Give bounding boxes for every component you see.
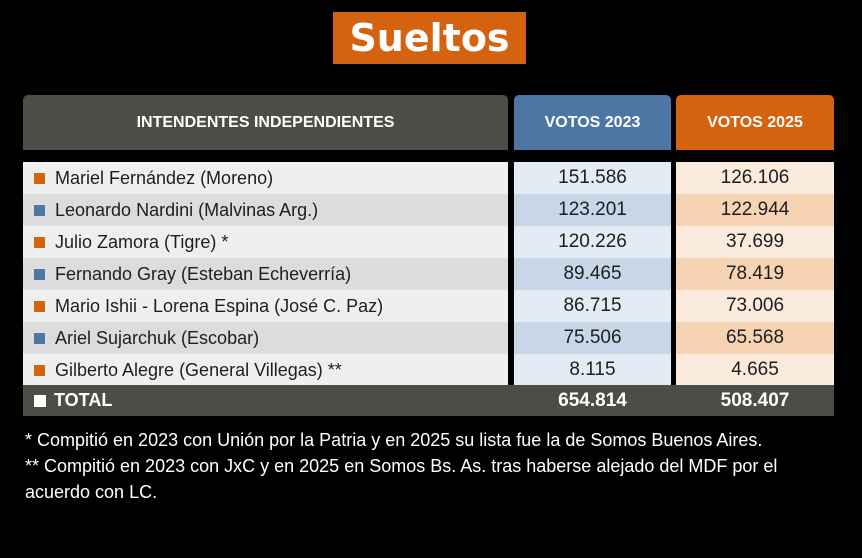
header-votos-2025: VOTOS 2025 [676,95,834,150]
row-name: Leonardo Nardini (Malvinas Arg.) [55,199,319,220]
table-row: Leonardo Nardini (Malvinas Arg.) 123.201 1… [23,194,834,226]
row-votos-2025: 37.699 [676,226,834,258]
total-votos-2023: 654.814 [558,389,627,411]
header-intendentes: INTENDENTES INDEPENDIENTES [23,95,508,150]
header-votos-2023: VOTOS 2023 [514,95,671,150]
row-marker-icon [34,268,45,280]
total-row: TOTAL 654.814 508.407 [23,385,834,416]
row-name: Fernando Gray (Esteban Echeverría) [55,263,352,284]
row-votos-2023: 123.201 [514,194,671,226]
table-row: Gilberto Alegre (General Villegas) ** 8.1… [23,354,834,386]
row-marker-icon [34,236,45,248]
row-name-cell: Gilberto Alegre (General Villegas) ** [23,354,508,386]
row-votos-2023: 89.465 [514,258,671,290]
row-name: Ariel Sujarchuk (Escobar) [55,327,260,348]
row-votos-2025: 122.944 [676,194,834,226]
row-votos-2023: 75.506 [514,322,671,354]
row-name-cell: Leonardo Nardini (Malvinas Arg.) [23,194,508,226]
total-label: TOTAL [54,390,113,410]
table-row: Julio Zamora (Tigre) * 120.226 37.699 [23,226,834,258]
total-label-cell: TOTAL [23,385,508,416]
row-marker-icon [34,364,45,376]
row-name-cell: Mario Ishii - Lorena Espina (José C. Paz… [23,290,508,322]
table-row: Mariel Fernández (Moreno) 151.586 126.106 [23,162,834,194]
row-votos-2025: 4.665 [676,354,834,386]
total-square-icon [34,394,46,407]
table-row: Fernando Gray (Esteban Echeverría) 89.465… [23,258,834,290]
row-votos-2025: 126.106 [676,162,834,194]
page-title: Sueltos [333,12,526,64]
row-name-cell: Ariel Sujarchuk (Escobar) [23,322,508,354]
row-name: Mario Ishii - Lorena Espina (José C. Paz… [55,295,384,316]
row-votos-2025: 78.419 [676,258,834,290]
row-name-cell: Fernando Gray (Esteban Echeverría) [23,258,508,290]
row-name: Mariel Fernández (Moreno) [55,167,274,188]
footnote-1: * Compitió en 2023 con Unión por la Patr… [25,430,763,450]
table-row: Mario Ishii - Lorena Espina (José C. Paz… [23,290,834,322]
row-name: Gilberto Alegre (General Villegas) ** [55,359,342,380]
footnote-2: ** Compitió en 2023 con JxC y en 2025 en… [25,456,778,502]
table-row: Ariel Sujarchuk (Escobar) 75.506 65.568 [23,322,834,354]
row-votos-2025: 65.568 [676,322,834,354]
row-name: Julio Zamora (Tigre) * [55,231,229,252]
footnotes: * Compitió en 2023 con Unión por la Patr… [25,427,840,505]
row-marker-icon [34,332,45,344]
row-name-cell: Mariel Fernández (Moreno) [23,162,508,194]
row-marker-icon [34,300,45,312]
row-votos-2023: 120.226 [514,226,671,258]
row-votos-2023: 86.715 [514,290,671,322]
row-votos-2023: 151.586 [514,162,671,194]
row-marker-icon [34,172,45,184]
row-votos-2023: 8.115 [514,354,671,386]
row-votos-2025: 73.006 [676,290,834,322]
row-name-cell: Julio Zamora (Tigre) * [23,226,508,258]
row-marker-icon [34,204,45,216]
total-votos-2025: 508.407 [720,389,790,411]
